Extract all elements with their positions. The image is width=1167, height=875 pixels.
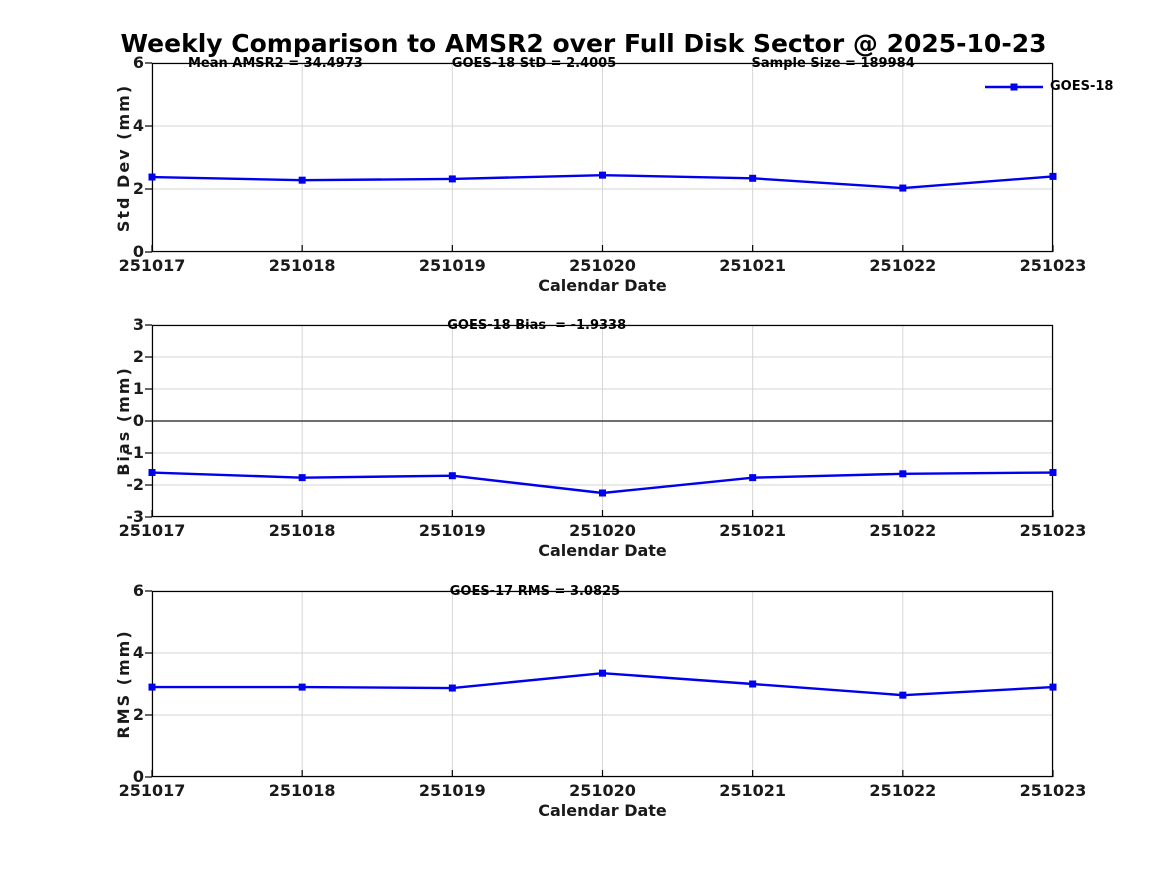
data-point-marker [749, 174, 757, 182]
x-tick-label: 251018 [268, 521, 336, 540]
data-point-marker [298, 474, 306, 482]
x-tick-label: 251019 [418, 781, 486, 800]
data-point-marker [599, 669, 606, 677]
y-tick-label: 6 [132, 581, 144, 600]
y-tick-label: -3 [126, 507, 144, 526]
x-tick-label: 251020 [569, 521, 636, 540]
legend-line-marker-icon [985, 83, 1043, 91]
y-tick-label: 0 [132, 411, 144, 430]
annotation: GOES-18 Bias = -1.9338 [447, 318, 627, 333]
y-tick-label: 2 [132, 347, 144, 366]
data-point-marker [148, 173, 156, 181]
data-point-marker [1049, 469, 1057, 477]
annotation: GOES-17 RMS = 3.0825 [449, 584, 621, 599]
data-point-marker [899, 691, 907, 699]
data-point-marker [1049, 683, 1057, 691]
data-point-marker [599, 489, 606, 497]
data-point-marker [899, 470, 907, 478]
y-tick-label: 2 [132, 179, 144, 198]
data-point-marker [899, 184, 907, 192]
data-point-marker [749, 474, 757, 482]
x-tick-label: 251023 [1019, 521, 1087, 540]
y-tick-label: 4 [132, 643, 144, 662]
data-point-marker [599, 171, 606, 179]
x-axis-label-bias: Calendar Date [538, 541, 667, 560]
data-point-marker [298, 176, 306, 184]
chart-title: Weekly Comparison to AMSR2 over Full Dis… [120, 29, 1047, 58]
x-axis-label-rms: Calendar Date [538, 801, 667, 820]
data-point-marker [448, 472, 456, 480]
x-tick-label: 251018 [268, 781, 336, 800]
y-tick-label: -2 [126, 475, 144, 494]
x-tick-label: 251023 [1019, 256, 1087, 275]
x-tick-label: 251021 [719, 781, 787, 800]
plot-area-2 [145, 590, 1057, 778]
data-point-marker [148, 683, 156, 691]
data-point-marker [448, 684, 456, 692]
y-tick-label: 3 [132, 315, 144, 334]
y-axis-label-stddev: Std Dev (mm) [114, 83, 133, 232]
x-tick-label: 251023 [1019, 781, 1087, 800]
y-tick-label: 2 [132, 705, 144, 724]
data-point-marker [749, 680, 757, 688]
x-tick-label: 251022 [869, 521, 937, 540]
x-tick-label: 251021 [719, 521, 787, 540]
annotation: Sample Size = 189984 [751, 56, 915, 71]
x-tick-label: 251022 [869, 781, 937, 800]
x-tick-label: 251021 [719, 256, 787, 275]
annotation: Mean AMSR2 = 34.4973 [187, 56, 363, 71]
x-tick-label: 251018 [268, 256, 336, 275]
data-point-marker [298, 683, 306, 691]
legend-label: GOES-18 [1050, 79, 1114, 94]
x-axis-label-stddev: Calendar Date [538, 276, 667, 295]
annotation: GOES-18 StD = 2.4005 [451, 56, 617, 71]
x-tick-label: 251020 [569, 781, 636, 800]
y-tick-label: 1 [132, 379, 144, 398]
y-tick-label: 0 [132, 767, 144, 786]
x-tick-label: 251020 [569, 256, 636, 275]
x-tick-label: 251017 [118, 256, 186, 275]
x-tick-label: 251019 [418, 256, 486, 275]
data-point-marker [1049, 172, 1057, 180]
data-point-marker [448, 175, 456, 183]
x-tick-label: 251017 [118, 521, 186, 540]
y-tick-label: 6 [132, 53, 144, 72]
x-tick-label: 251022 [869, 256, 937, 275]
y-tick-label: 4 [132, 116, 144, 135]
y-tick-label: 0 [132, 242, 144, 261]
x-tick-label: 251019 [418, 521, 486, 540]
data-point-marker [148, 469, 156, 477]
x-tick-label: 251017 [118, 781, 186, 800]
y-tick-label: -1 [126, 443, 144, 462]
plot-area-0 [145, 62, 1057, 253]
plot-area-1 [145, 324, 1057, 518]
